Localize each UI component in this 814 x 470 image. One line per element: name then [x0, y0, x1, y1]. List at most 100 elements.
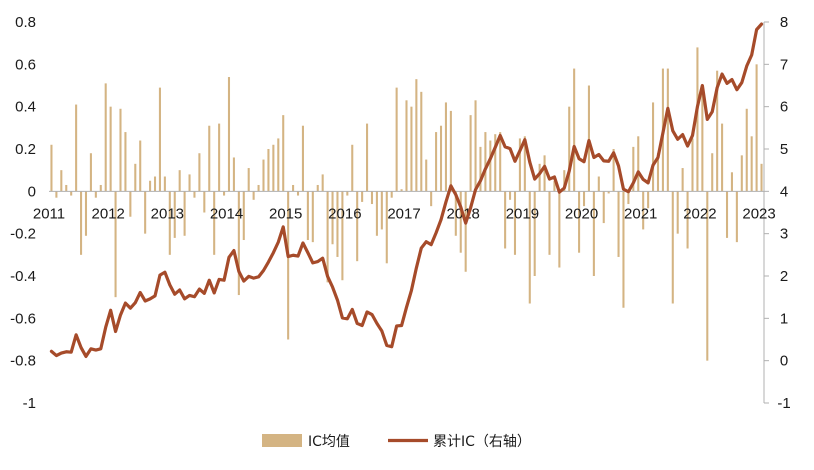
right-axis-tick-label: -1: [777, 395, 790, 412]
ic-mean-bar: [153, 176, 157, 192]
x-axis-year-label: 2011: [33, 205, 65, 222]
ic-mean-bar: [287, 191, 290, 340]
ic-mean-bar: [227, 77, 231, 192]
ic-mean-bar: [385, 191, 388, 264]
ic-mean-bar: [617, 191, 620, 257]
left-axis-tick-label: -0.2: [10, 226, 36, 243]
ic-mean-bar: [632, 146, 635, 192]
ic-mean-bar: [745, 108, 748, 192]
ic-mean-bar: [84, 191, 88, 236]
left-axis-tick-label: 0.6: [15, 56, 36, 73]
x-axis-year-label: 2014: [210, 205, 243, 222]
ic-mean-bar: [410, 106, 413, 192]
x-axis-year-label: 2020: [565, 205, 598, 222]
ic-mean-bar: [494, 134, 497, 192]
ic-mean-bar: [400, 189, 403, 192]
ic-mean-bar: [321, 174, 324, 192]
ic-mean-bar: [548, 191, 551, 255]
ic-mean-bar: [375, 191, 378, 236]
ic-mean-bar: [188, 174, 191, 192]
ic-mean-bar: [553, 180, 556, 192]
ic-mean-bar: [686, 191, 689, 249]
ic-mean-bar: [523, 136, 526, 192]
ic-mean-bar: [104, 83, 107, 192]
ic-mean-bar: [730, 172, 733, 192]
ic-mean-bar: [725, 191, 729, 238]
ic-mean-bar: [89, 153, 92, 192]
ic-mean-bar: [134, 163, 137, 192]
legend: IC均值 累计IC（右轴）: [262, 434, 531, 450]
ic-mean-bar: [262, 159, 265, 192]
ic-mean-bar: [70, 191, 73, 196]
ic-mean-bar: [504, 191, 507, 249]
ic-mean-bar: [479, 146, 482, 192]
ic-mean-bars: [50, 47, 763, 361]
ic-mean-bar: [676, 191, 679, 234]
right-axis-ticks: 8 7 6 5 4 3 2 1 0 -1: [764, 14, 791, 412]
ic-mean-bar: [489, 140, 492, 192]
right-axis-tick-label: 7: [780, 56, 788, 73]
right-axis-tick-label: 0: [780, 353, 788, 370]
ic-mean-bar: [528, 191, 531, 304]
left-axis-tick-label: -1: [23, 395, 36, 412]
ic-mean-bar: [538, 163, 541, 192]
ic-mean-bar: [237, 191, 240, 296]
ic-mean-bar: [666, 68, 669, 192]
x-axis-year-label: 2019: [506, 205, 539, 222]
ic-mean-bar: [99, 184, 102, 192]
ic-mean-bar: [735, 191, 738, 243]
ic-mean-bar: [755, 64, 758, 192]
ic-mean-bar: [469, 115, 472, 192]
ic-mean-bar: [459, 191, 462, 253]
ic-mean-bar: [232, 157, 235, 192]
ic-mean-bar: [444, 102, 447, 192]
right-axis-tick-label: 8: [780, 14, 788, 31]
ic-mean-bar: [296, 191, 300, 196]
ic-mean-bar: [149, 180, 152, 192]
ic-mean-bar: [65, 184, 68, 192]
ic-mean-bar: [573, 68, 576, 192]
ic-mean-bar: [390, 191, 393, 198]
ic-mean-bar: [647, 191, 650, 209]
ic-mean-bar: [721, 123, 724, 192]
ic-mean-bar: [218, 123, 221, 192]
ic-mean-bar: [163, 176, 166, 192]
ic-mean-bar: [257, 184, 260, 192]
ic-mean-bar: [351, 144, 354, 192]
x-axis-year-label: 2022: [683, 205, 716, 222]
ic-mean-bar: [499, 132, 502, 192]
ic-mean-bar: [578, 191, 581, 253]
right-axis-tick-label: 4: [780, 183, 788, 200]
ic-mean-bar: [208, 125, 211, 192]
ic-mean-bar: [75, 104, 78, 192]
ic-mean-bar: [563, 170, 566, 192]
ic-mean-bar: [602, 191, 605, 224]
ic-mean-bar: [395, 87, 398, 192]
ic-mean-bar: [356, 191, 359, 262]
left-axis-tick-label: 0.2: [15, 141, 36, 158]
ic-mean-bar: [435, 132, 438, 192]
ic-mean-bar: [513, 191, 517, 255]
ic-mean-bar: [144, 191, 147, 234]
ic-mean-bar: [326, 191, 329, 283]
ic-mean-bar: [198, 153, 201, 192]
left-axis-tick-label: -0.6: [10, 310, 36, 327]
ic-mean-bar: [370, 191, 374, 205]
ic-mean-bar: [740, 155, 743, 192]
ic-mean-bar: [306, 191, 309, 241]
ic-mean-bar: [612, 149, 615, 192]
ic-mean-bar: [316, 184, 319, 192]
ic-mean-bar: [716, 70, 719, 192]
ic-mean-bar: [311, 191, 314, 243]
ic-mean-bar: [701, 85, 704, 192]
ic-mean-bar: [55, 191, 58, 198]
ic-mean-bar: [114, 191, 117, 298]
ic-mean-bar: [124, 132, 127, 192]
ic-mean-bar: [430, 191, 433, 207]
right-axis-tick-label: 1: [780, 310, 788, 327]
ic-mean-bar: [380, 191, 383, 230]
ic-mean-bar: [119, 108, 122, 192]
ic-mean-bar: [80, 191, 83, 255]
cumulative-ic-line: [49, 22, 764, 359]
left-axis-tick-label: 0.4: [15, 99, 36, 116]
